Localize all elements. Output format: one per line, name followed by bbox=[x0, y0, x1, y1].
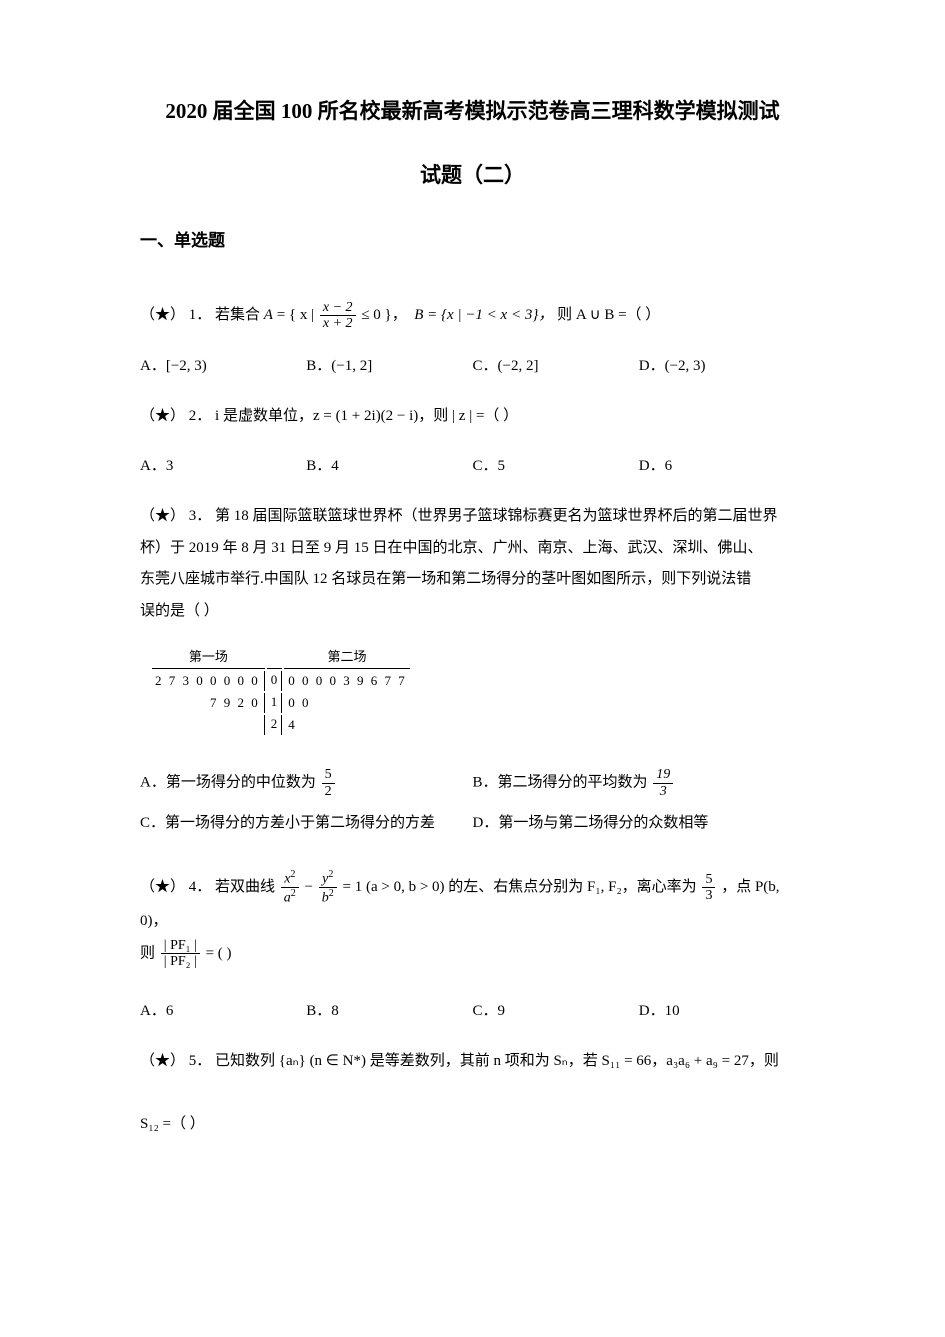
options-q1: A．[−2, 3) B．(−1, 2] C．(−2, 2] D．(−2, 3) bbox=[140, 354, 805, 378]
fraction: x2 a2 bbox=[281, 869, 299, 906]
sl-row0-left: 2 7 3 0 0 0 0 0 bbox=[152, 671, 265, 691]
doc-subtitle: 试题（二） bbox=[140, 159, 805, 193]
options-q4: A．6 B．8 C．9 D．10 bbox=[140, 999, 805, 1023]
q-number: 4． bbox=[189, 879, 212, 895]
sl-row2-left bbox=[152, 715, 265, 735]
option-d: D．第一场与第二场得分的众数相等 bbox=[473, 811, 806, 835]
q3-line3: 东莞八座城市举行.中国队 12 名球员在第一场和第二场得分的茎叶图如图所示，则下… bbox=[140, 571, 751, 587]
question-4: （★） 4． 若双曲线 x2 a2 − y2 b2 = 1 (a > 0, b … bbox=[140, 869, 805, 969]
q-text: 若集合 bbox=[215, 307, 264, 323]
option-c: C．(−2, 2] bbox=[473, 354, 639, 378]
ratio-post: = ( ) bbox=[206, 945, 232, 961]
option-a: A．6 bbox=[140, 999, 306, 1023]
sl-row2-mid: 2 bbox=[267, 715, 283, 735]
question-2: （★） 2． i 是虚数单位，z = (1 + 2i)(2 − i)，则 | z… bbox=[140, 400, 805, 433]
option-a: A．第一场得分的中位数为 5 2 bbox=[140, 767, 473, 799]
q-text: 若双曲线 bbox=[215, 879, 279, 895]
cond: ≤ 0 bbox=[361, 307, 380, 323]
ratio-pre: 则 bbox=[140, 945, 159, 961]
option-b: B．(−1, 2] bbox=[306, 354, 472, 378]
option-a: A．3 bbox=[140, 454, 306, 478]
sl-row0-mid: 0 bbox=[267, 671, 283, 691]
q5-line2: S₁₂ =（ ） bbox=[140, 1116, 205, 1132]
sl-head-right: 第二场 bbox=[284, 647, 410, 668]
question-1: （★） 1． 若集合 A = { x | x − 2 x + 2 ≤ 0 }， … bbox=[140, 299, 805, 332]
q-text: i 是虚数单位，z = (1 + 2i)(2 − i)，则 | z | =（ ） bbox=[215, 408, 518, 424]
option-b: B．4 bbox=[306, 454, 472, 478]
q-tail: 则 A ∪ B =（ ） bbox=[557, 307, 660, 323]
difficulty-marker: （★） bbox=[140, 306, 185, 323]
question-3: （★） 3． 第 18 届国际篮联篮球世界杯（世界男子篮球锦标赛更名为篮球世界杯… bbox=[140, 500, 805, 627]
q3-line1: 第 18 届国际篮联篮球世界杯（世界男子篮球锦标赛更名为篮球世界杯后的第二届世界 bbox=[215, 508, 778, 524]
sl-head-left: 第一场 bbox=[152, 647, 265, 668]
fraction: y2 b2 bbox=[319, 869, 337, 906]
q4-mid: = 1 (a > 0, b > 0) 的左、右焦点分别为 F₁, F₂，离心率为 bbox=[343, 879, 701, 895]
option-c: C．5 bbox=[473, 454, 639, 478]
q-number: 2． bbox=[189, 408, 212, 424]
option-d: D．10 bbox=[639, 999, 805, 1023]
q3-line4: 误的是（ ） bbox=[140, 603, 219, 619]
option-c: C．9 bbox=[473, 999, 639, 1023]
q-number: 3． bbox=[189, 508, 212, 524]
doc-title: 2020 届全国 100 所名校最新高考模拟示范卷高三理科数学模拟测试 bbox=[140, 95, 805, 129]
question-5: （★） 5． 已知数列 {aₙ} (n ∈ N*) 是等差数列，其前 n 项和为… bbox=[140, 1045, 805, 1141]
difficulty-marker: （★） bbox=[140, 1052, 185, 1069]
fraction: | PF₁ | | PF₂ | bbox=[161, 938, 200, 970]
options-q3-row1: A．第一场得分的中位数为 5 2 B．第二场得分的平均数为 19 3 C．第一场… bbox=[140, 767, 805, 847]
option-b: B．8 bbox=[306, 999, 472, 1023]
option-d: D．(−2, 3) bbox=[639, 354, 805, 378]
set-b: B = {x | −1 < x < 3}， bbox=[414, 307, 553, 323]
q-number: 1． bbox=[189, 307, 212, 323]
q3-line2: 杯）于 2019 年 8 月 31 日至 9 月 15 日在中国的北京、广州、南… bbox=[140, 540, 763, 556]
fraction: 5 3 bbox=[702, 872, 715, 904]
sl-row0-right: 0 0 0 0 3 9 6 7 7 bbox=[284, 671, 410, 691]
difficulty-marker: （★） bbox=[140, 407, 185, 424]
difficulty-marker: （★） bbox=[140, 878, 185, 895]
option-b: B．第二场得分的平均数为 19 3 bbox=[473, 767, 806, 799]
q-number: 5． bbox=[189, 1053, 212, 1069]
option-c: C．第一场得分的方差小于第二场得分的方差 bbox=[140, 811, 473, 835]
fraction: x − 2 x + 2 bbox=[320, 300, 356, 332]
section-heading: 一、单选题 bbox=[140, 227, 805, 254]
stem-leaf-plot: 第一场 第二场 2 7 3 0 0 0 0 0 0 0 0 0 0 3 9 6 … bbox=[150, 645, 412, 737]
sl-row1-right: 0 0 bbox=[284, 693, 410, 713]
options-q2: A．3 B．4 C．5 D．6 bbox=[140, 454, 805, 478]
sl-row1-left: 7 9 2 0 bbox=[152, 693, 265, 713]
sl-row1-mid: 1 bbox=[267, 693, 283, 713]
option-d: D．6 bbox=[639, 454, 805, 478]
q5-line1: 已知数列 {aₙ} (n ∈ N*) 是等差数列，其前 n 项和为 Sₙ，若 S… bbox=[215, 1053, 779, 1069]
difficulty-marker: （★） bbox=[140, 507, 185, 524]
sl-row2-right: 4 bbox=[284, 715, 410, 735]
option-a: A．[−2, 3) bbox=[140, 354, 306, 378]
